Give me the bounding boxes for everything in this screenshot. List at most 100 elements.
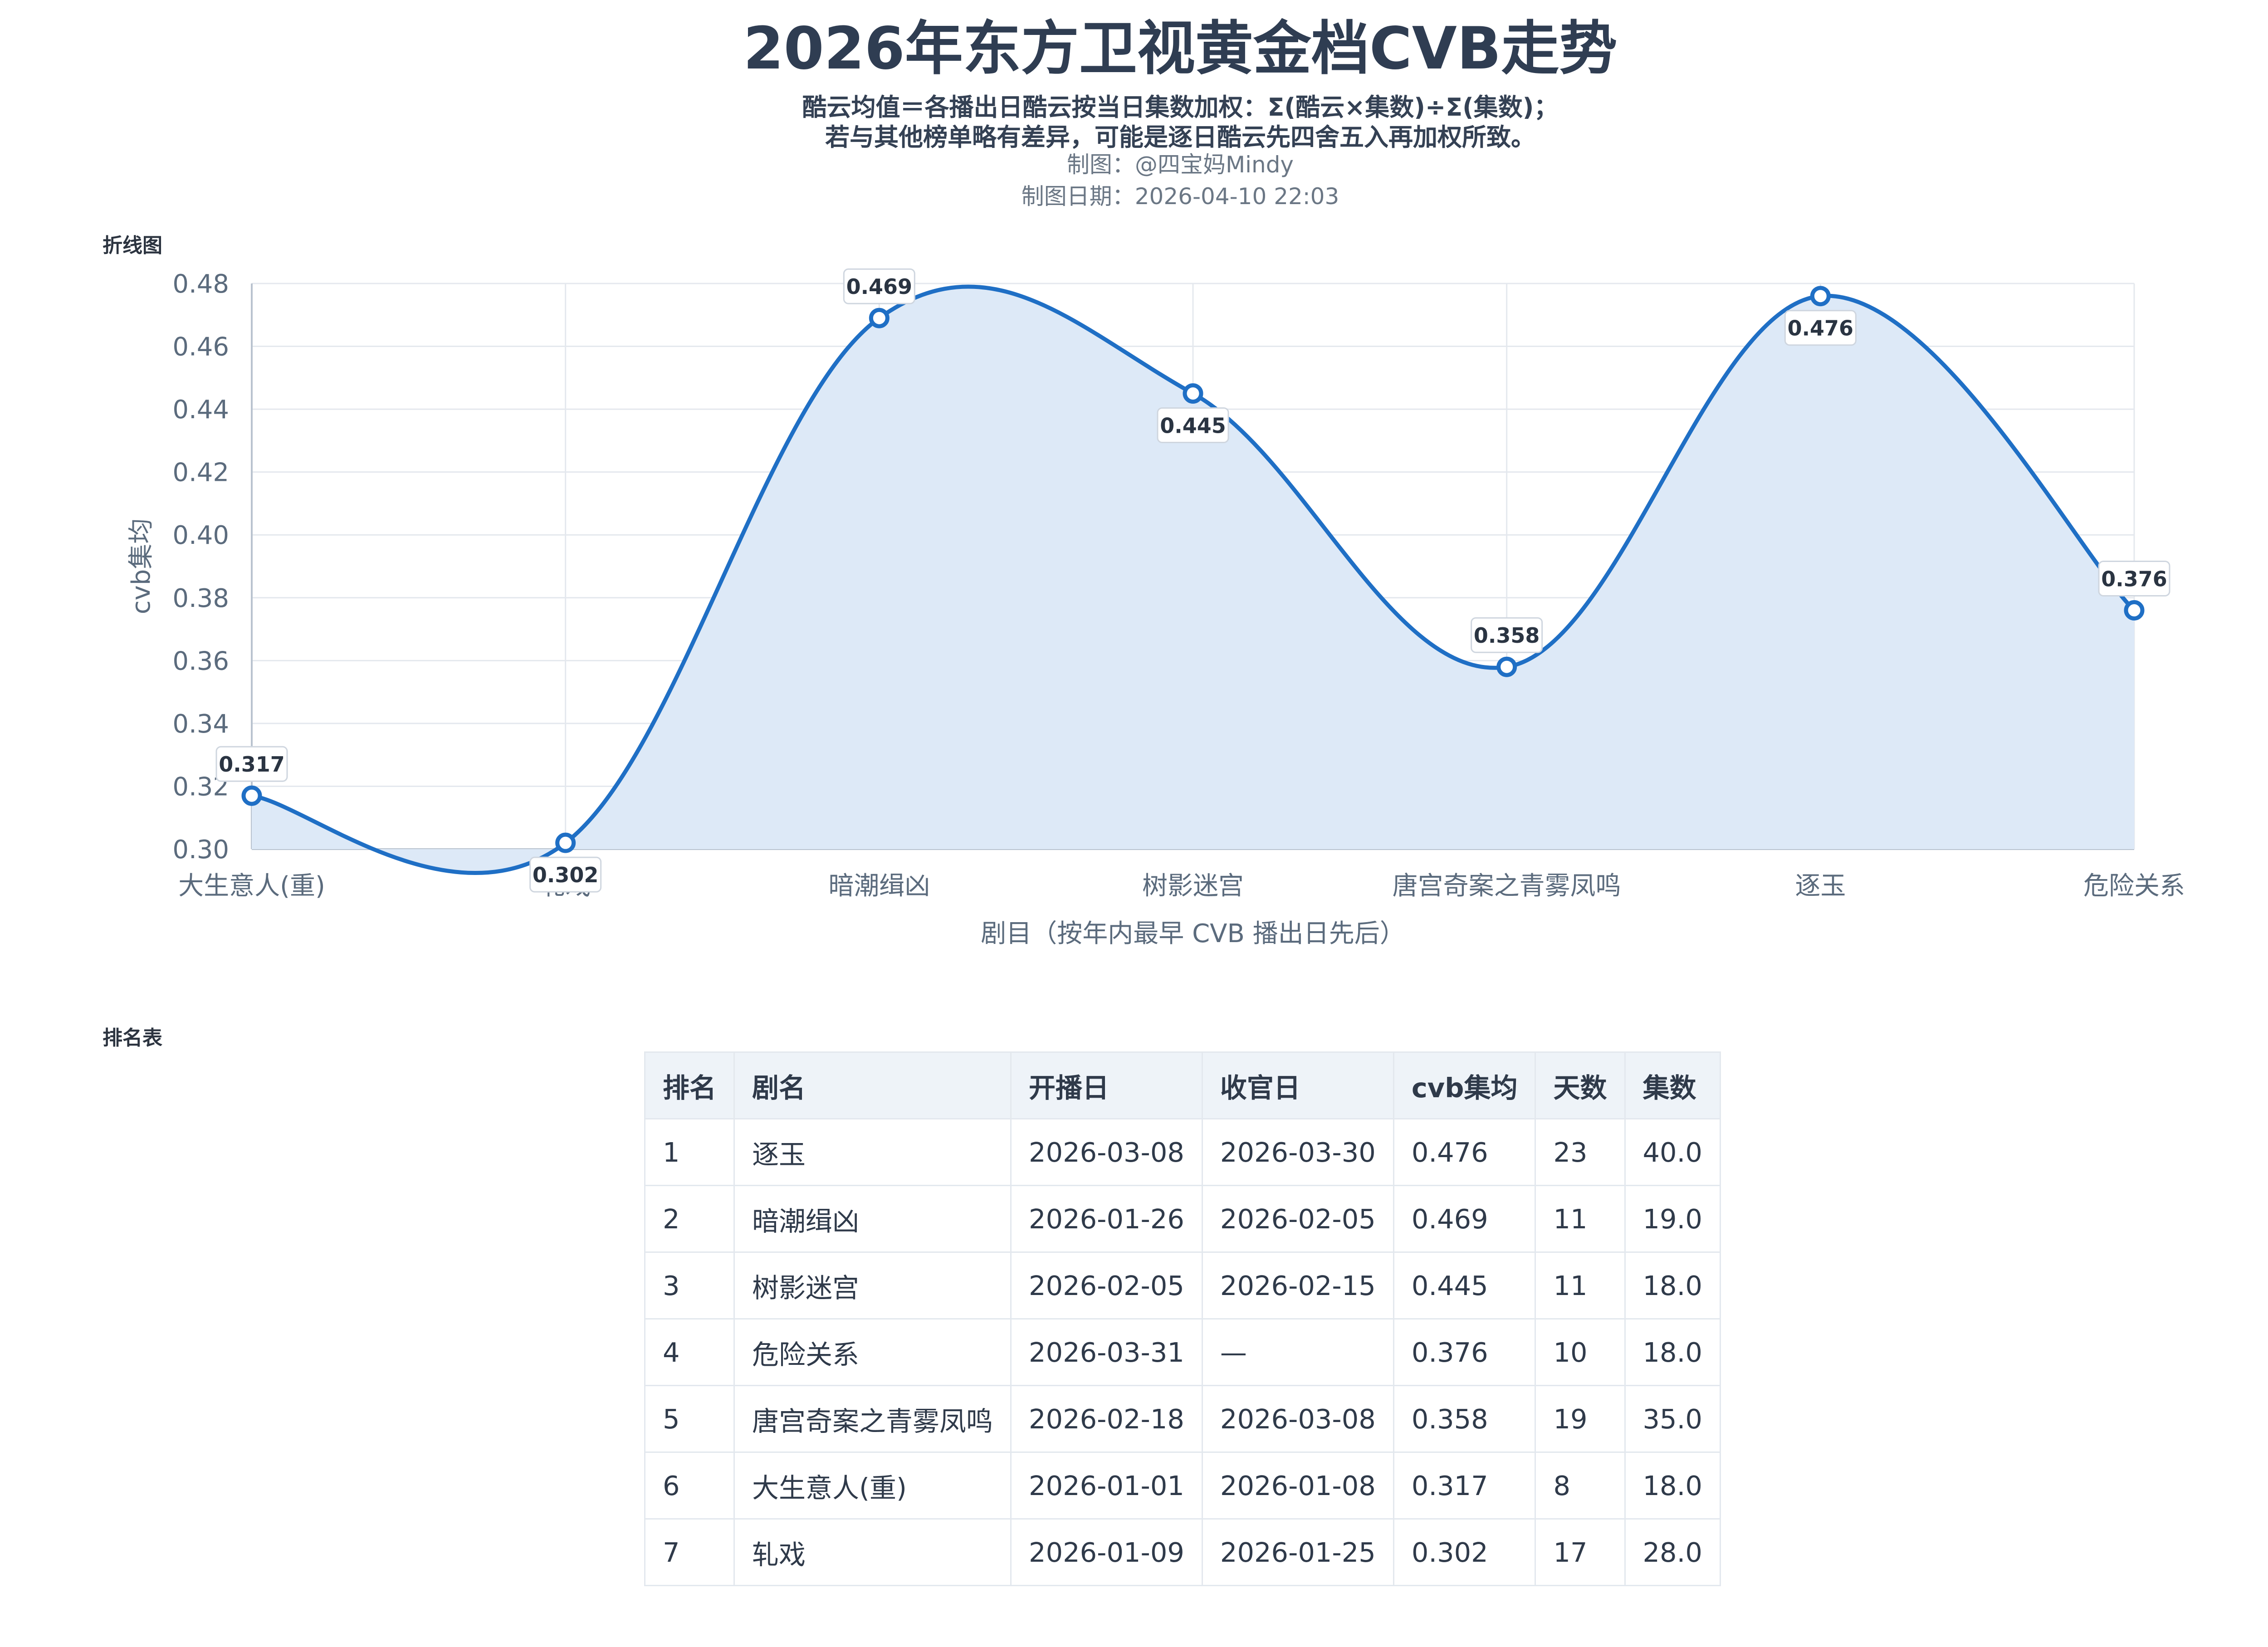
table-row: 5 唐宫奇案之青雾凤鸣 2026-02-18 2026-03-08 0.358 19 35.… [644, 1385, 1721, 1453]
data-point [1183, 383, 1203, 404]
table-cell: 2026-01-01 [1010, 1452, 1203, 1520]
data-label: 0.445 [1160, 413, 1226, 438]
table-section-label: 排名表 [103, 1026, 162, 1050]
x-tick-label: 树影迷宫 [1142, 871, 1244, 901]
table-cell: 5 [644, 1385, 735, 1453]
table-cell: 18.0 [1624, 1452, 1721, 1520]
data-point [2124, 600, 2145, 621]
table-cell: 2026-02-05 [1201, 1185, 1394, 1253]
table-cell: 35.0 [1624, 1385, 1721, 1453]
data-point [1496, 656, 1517, 677]
table-row: 2 暗潮缉凶 2026-01-26 2026-02-05 0.469 11 19.0 [644, 1185, 1721, 1253]
table-cell: 0.445 [1393, 1251, 1536, 1320]
table-body: 1 逐玉 2026-03-08 2026-03-30 0.476 23 40.0 2 暗潮缉凶 2… [644, 1118, 1721, 1586]
data-label-box [529, 856, 602, 893]
table-cell: 2026-03-08 [1201, 1385, 1394, 1453]
data-point [1810, 286, 1831, 307]
table-cell: 1 [644, 1118, 735, 1186]
data-label-box [1157, 407, 1229, 443]
x-tick-label: 危险关系 [2083, 871, 2185, 901]
table-header-cell: 剧名 [733, 1051, 1012, 1119]
table-cell: 树影迷宫 [733, 1251, 1012, 1320]
table-row: 3 树影迷宫 2026-02-05 2026-02-15 0.445 11 18.0 [644, 1251, 1721, 1320]
table-cell: 7 [644, 1518, 735, 1586]
table-cell: 2026-01-08 [1201, 1452, 1394, 1520]
table-cell: 8 [1535, 1452, 1626, 1520]
table-header-cell: 天数 [1535, 1051, 1626, 1119]
y-tick-label: 0.34 [172, 709, 229, 739]
y-tick-label: 0.38 [172, 584, 229, 613]
table-cell: 17 [1535, 1518, 1626, 1586]
table-cell: 2026-02-15 [1201, 1251, 1394, 1320]
x-tick-label: 唐宫奇案之青雾凤鸣 [1393, 871, 1621, 901]
data-label: 0.302 [533, 863, 599, 887]
table-cell: 唐宫奇案之青雾凤鸣 [733, 1385, 1012, 1453]
table-cell: 暗潮缉凶 [733, 1185, 1012, 1253]
table-cell: 0.476 [1393, 1118, 1536, 1186]
y-tick-label: 0.42 [172, 458, 229, 488]
table-cell: 6 [644, 1452, 735, 1520]
y-tick-label: 0.30 [172, 835, 229, 865]
chart-section-label: 折线图 [103, 234, 162, 257]
data-label: 0.358 [1474, 623, 1540, 648]
table-cell: 2026-03-08 [1010, 1118, 1203, 1186]
page-title: 2026年东方卫视黄金档CVB走势 [743, 15, 1618, 83]
table-row: 4 危险关系 2026-03-31—0.376 10 18.0 [644, 1318, 1721, 1386]
table-cell: 10 [1535, 1318, 1626, 1386]
table-cell: 2026-03-30 [1201, 1118, 1394, 1186]
table-header-cell: cvb集均 [1393, 1051, 1536, 1119]
series-area [252, 286, 2134, 873]
table-cell: 18.0 [1624, 1318, 1721, 1386]
data-point [241, 785, 262, 806]
subtitle-line-2: 若与其他榜单略有差异，可能是逐日酷云先四舍五入再加权所致。 [825, 123, 1535, 152]
data-label-box [1784, 310, 1857, 346]
x-axis-title: 剧目（按年内最早 CVB 播出日先后） [981, 919, 1405, 948]
table-cell: 28.0 [1624, 1518, 1721, 1586]
table-cell: 40.0 [1624, 1118, 1721, 1186]
data-label-box [215, 746, 288, 782]
y-tick-label: 0.46 [172, 332, 229, 362]
table-header-cell: 排名 [644, 1051, 735, 1119]
table-cell: 大生意人(重) [733, 1452, 1012, 1520]
y-tick-label: 0.40 [172, 521, 229, 550]
data-label-box [1471, 617, 1543, 653]
ranking-table: 排名 剧名 开播日 收官日 cvb集均 天数 集数 1 逐玉 2026-03-08 2026-03… [644, 1051, 1721, 1586]
data-label: 0.469 [846, 274, 913, 299]
y-tick-label: 0.36 [172, 646, 229, 676]
table-cell: 18.0 [1624, 1251, 1721, 1320]
y-axis-title: cvb集均 [127, 518, 156, 614]
data-label: 0.476 [1788, 316, 1854, 341]
x-tick-label: 大生意人(重) [178, 871, 325, 901]
table-cell: 23 [1535, 1118, 1626, 1186]
subtitle-line-1: 酷云均值＝各播出日酷云按当日集数加权：Σ(酷云×集数)÷Σ(集数)； [802, 93, 1559, 122]
data-point [869, 308, 890, 328]
table-cell: 轧戏 [733, 1518, 1012, 1586]
data-label: 0.317 [219, 752, 285, 777]
table-cell: 0.376 [1393, 1318, 1536, 1386]
x-tick-label: 逐玉 [1795, 871, 1846, 901]
table-cell: 11 [1535, 1251, 1626, 1320]
table-cell: 19 [1535, 1385, 1626, 1453]
y-tick-label: 0.48 [172, 269, 229, 299]
table-cell: 2026-02-18 [1010, 1385, 1203, 1453]
table-cell: 逐玉 [733, 1118, 1012, 1186]
data-label-box [2098, 560, 2170, 596]
table-cell: 2026-01-25 [1201, 1518, 1394, 1586]
line-chart: 0.300.320.340.360.380.400.420.440.460.48… [127, 268, 2185, 948]
chart-date: 制图日期：2026-04-10 22:03 [1021, 183, 1339, 210]
table-row: 6 大生意人(重) 2026-01-01 2026-01-08 0.317 8 18.0 [644, 1452, 1721, 1520]
data-point [555, 832, 576, 853]
table-cell: 3 [644, 1251, 735, 1320]
table-cell: 2026-01-09 [1010, 1518, 1203, 1586]
table-header-row: 排名 剧名 开播日 收官日 cvb集均 天数 集数 [644, 1051, 1721, 1119]
table-cell: 11 [1535, 1185, 1626, 1253]
table-cell: 19.0 [1624, 1185, 1721, 1253]
table-cell: 2026-01-26 [1010, 1185, 1203, 1253]
table-row: 7 轧戏 2026-01-09 2026-01-25 0.302 17 28.0 [644, 1518, 1721, 1586]
data-label-box [843, 268, 915, 304]
table-cell: — [1201, 1318, 1394, 1386]
table-cell: 0.469 [1393, 1185, 1536, 1253]
table-cell: 0.358 [1393, 1385, 1536, 1453]
table-header-cell: 集数 [1624, 1051, 1721, 1119]
author-credit: 制图：@四宝妈Mindy [1066, 152, 1294, 178]
